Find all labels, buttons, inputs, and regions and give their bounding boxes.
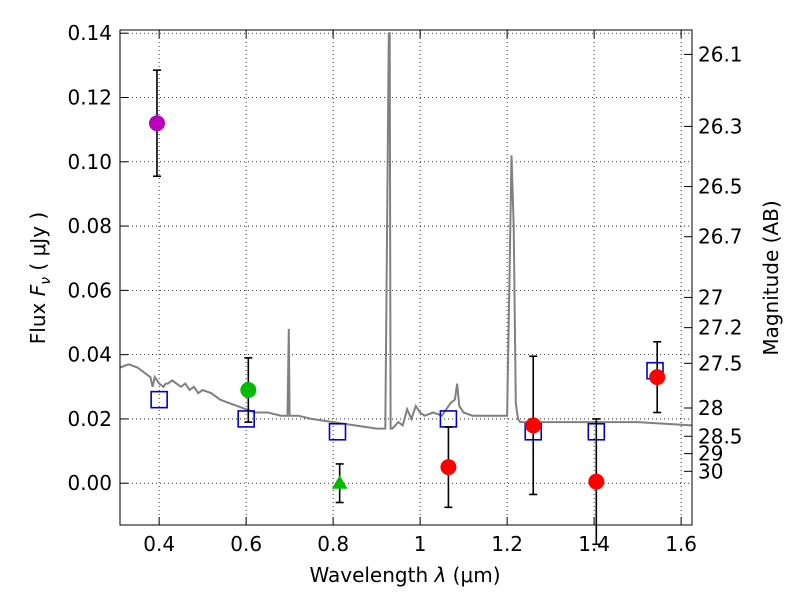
y2-tick-label: 28 — [698, 396, 723, 420]
y-tick-label: 0.06 — [67, 278, 112, 302]
x-tick-label: 1.4 — [578, 532, 610, 556]
y-tick-label: 0.12 — [67, 86, 112, 110]
y2-tick-label: 27 — [698, 285, 723, 309]
model-photometry-square — [328, 422, 347, 441]
y2-tick-label: 30 — [698, 459, 723, 483]
y2-tick-label: 26.5 — [698, 175, 743, 199]
plot-frame — [119, 29, 693, 526]
x-tick-label: 1 — [414, 532, 427, 556]
x-axis-label: Wavelength λ (μm) — [309, 563, 500, 587]
y-axis-label: Flux Fν ( μJy ) — [26, 212, 54, 344]
model-photometry-square — [150, 390, 168, 409]
model-photometry-square — [237, 410, 255, 428]
spectrum-line — [119, 32, 693, 430]
grid-lines — [120, 30, 692, 525]
y-tick-label: 0.08 — [67, 214, 112, 238]
x-axis-label-prefix: Wavelength — [309, 563, 434, 587]
x-axis-label-lambda: λ — [433, 563, 446, 587]
y-axis-label-subscript: ν — [38, 277, 54, 285]
x-axis-label-unit: (μm) — [446, 563, 500, 587]
y-axis-label-prefix: Flux — [26, 296, 50, 344]
y-axis-label-unit: ( μJy ) — [26, 212, 50, 277]
y-tick-label: 0.00 — [67, 471, 112, 495]
y2-tick-label: 26.3 — [698, 114, 743, 138]
x-tick-label: 0.6 — [230, 532, 262, 556]
y2-tick-label: 28.5 — [698, 424, 743, 448]
y-axis-label-symbol: F — [26, 284, 50, 296]
y2-tick-label: 27.2 — [698, 316, 743, 340]
observed-photometry-point — [440, 459, 457, 476]
y-tick-label: 0.02 — [67, 407, 112, 431]
y2-tick-label: 27.5 — [698, 351, 743, 375]
y-tick-label: 0.14 — [67, 21, 112, 45]
x-tick-label: 1.6 — [665, 532, 697, 556]
x-tick-label: 0.4 — [143, 532, 175, 556]
y-tick-label: 0.04 — [67, 343, 112, 367]
y2-tick-label: 26.7 — [698, 225, 743, 249]
axis-ticks: 0.4 0.6 0.8 1 1.2 1.4 1.6 0.00 0.02 0.04 0.06 0.08 0… — [67, 21, 742, 556]
observed-photometry-point — [240, 382, 257, 398]
observed-photometry-point — [588, 473, 605, 490]
y-tick-label: 0.10 — [67, 150, 112, 174]
y2-tick-label: 26.1 — [698, 42, 743, 66]
x-tick-label: 0.8 — [317, 532, 349, 556]
y2-tick-label: 29 — [698, 442, 723, 466]
observed-photometry-triangle — [331, 475, 348, 489]
observed-photometry-point — [525, 417, 542, 434]
plot-series — [119, 32, 693, 546]
x-tick-label: 1.2 — [491, 532, 523, 556]
y2-axis-label: Magnitude (AB) — [759, 200, 783, 355]
observed-photometry-point — [649, 369, 666, 386]
observed-photometry-point — [148, 115, 165, 132]
